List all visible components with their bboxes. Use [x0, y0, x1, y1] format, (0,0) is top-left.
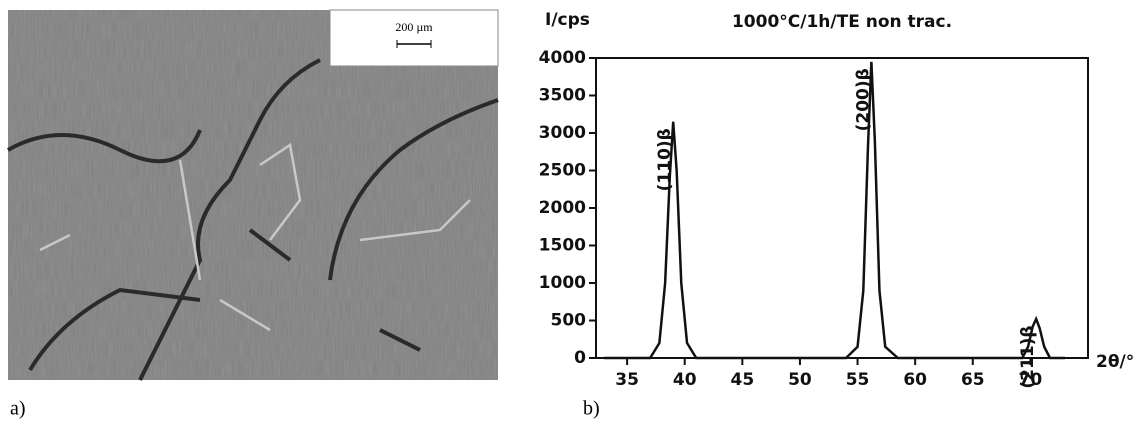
y-axis-label: I/cps	[545, 10, 590, 30]
x-tick-label: 60	[903, 370, 927, 390]
scale-bar-label: 200 µm	[395, 20, 433, 34]
panel-label: b)	[583, 398, 600, 420]
x-tick-label: 65	[961, 370, 985, 390]
y-tick-label: 3500	[539, 86, 586, 106]
peak-label: (211)β	[1018, 325, 1038, 388]
micrograph: 200 µm	[7, 9, 499, 381]
x-axis-label: 2θ/°	[1096, 352, 1134, 372]
peak-label: (110)β	[655, 128, 675, 191]
line	[604, 61, 1065, 360]
x-tick-label: 35	[615, 370, 639, 390]
x-tick-label: 40	[673, 370, 697, 390]
y-tick-label: 0	[574, 348, 586, 368]
y-tick-label: 1000	[539, 273, 586, 293]
y-tick-label: 1500	[539, 236, 586, 256]
x-tick-label: 70	[1019, 370, 1043, 390]
x-tick-label: 45	[730, 370, 754, 390]
x-tick-label: 55	[846, 370, 870, 390]
y-tick-label: 4000	[539, 48, 586, 68]
chart-title: 1000°C/1h/TE non trac.	[732, 12, 952, 32]
peak-label: (200)β	[853, 68, 873, 131]
panel-label: a)	[10, 398, 26, 420]
plot-frame	[595, 57, 1089, 359]
y-tick-label: 2000	[539, 198, 586, 218]
y-tick-label: 2500	[539, 161, 586, 181]
x-tick-label: 50	[788, 370, 812, 390]
y-tick-label: 3000	[539, 123, 586, 143]
y-tick-label: 500	[551, 311, 587, 331]
